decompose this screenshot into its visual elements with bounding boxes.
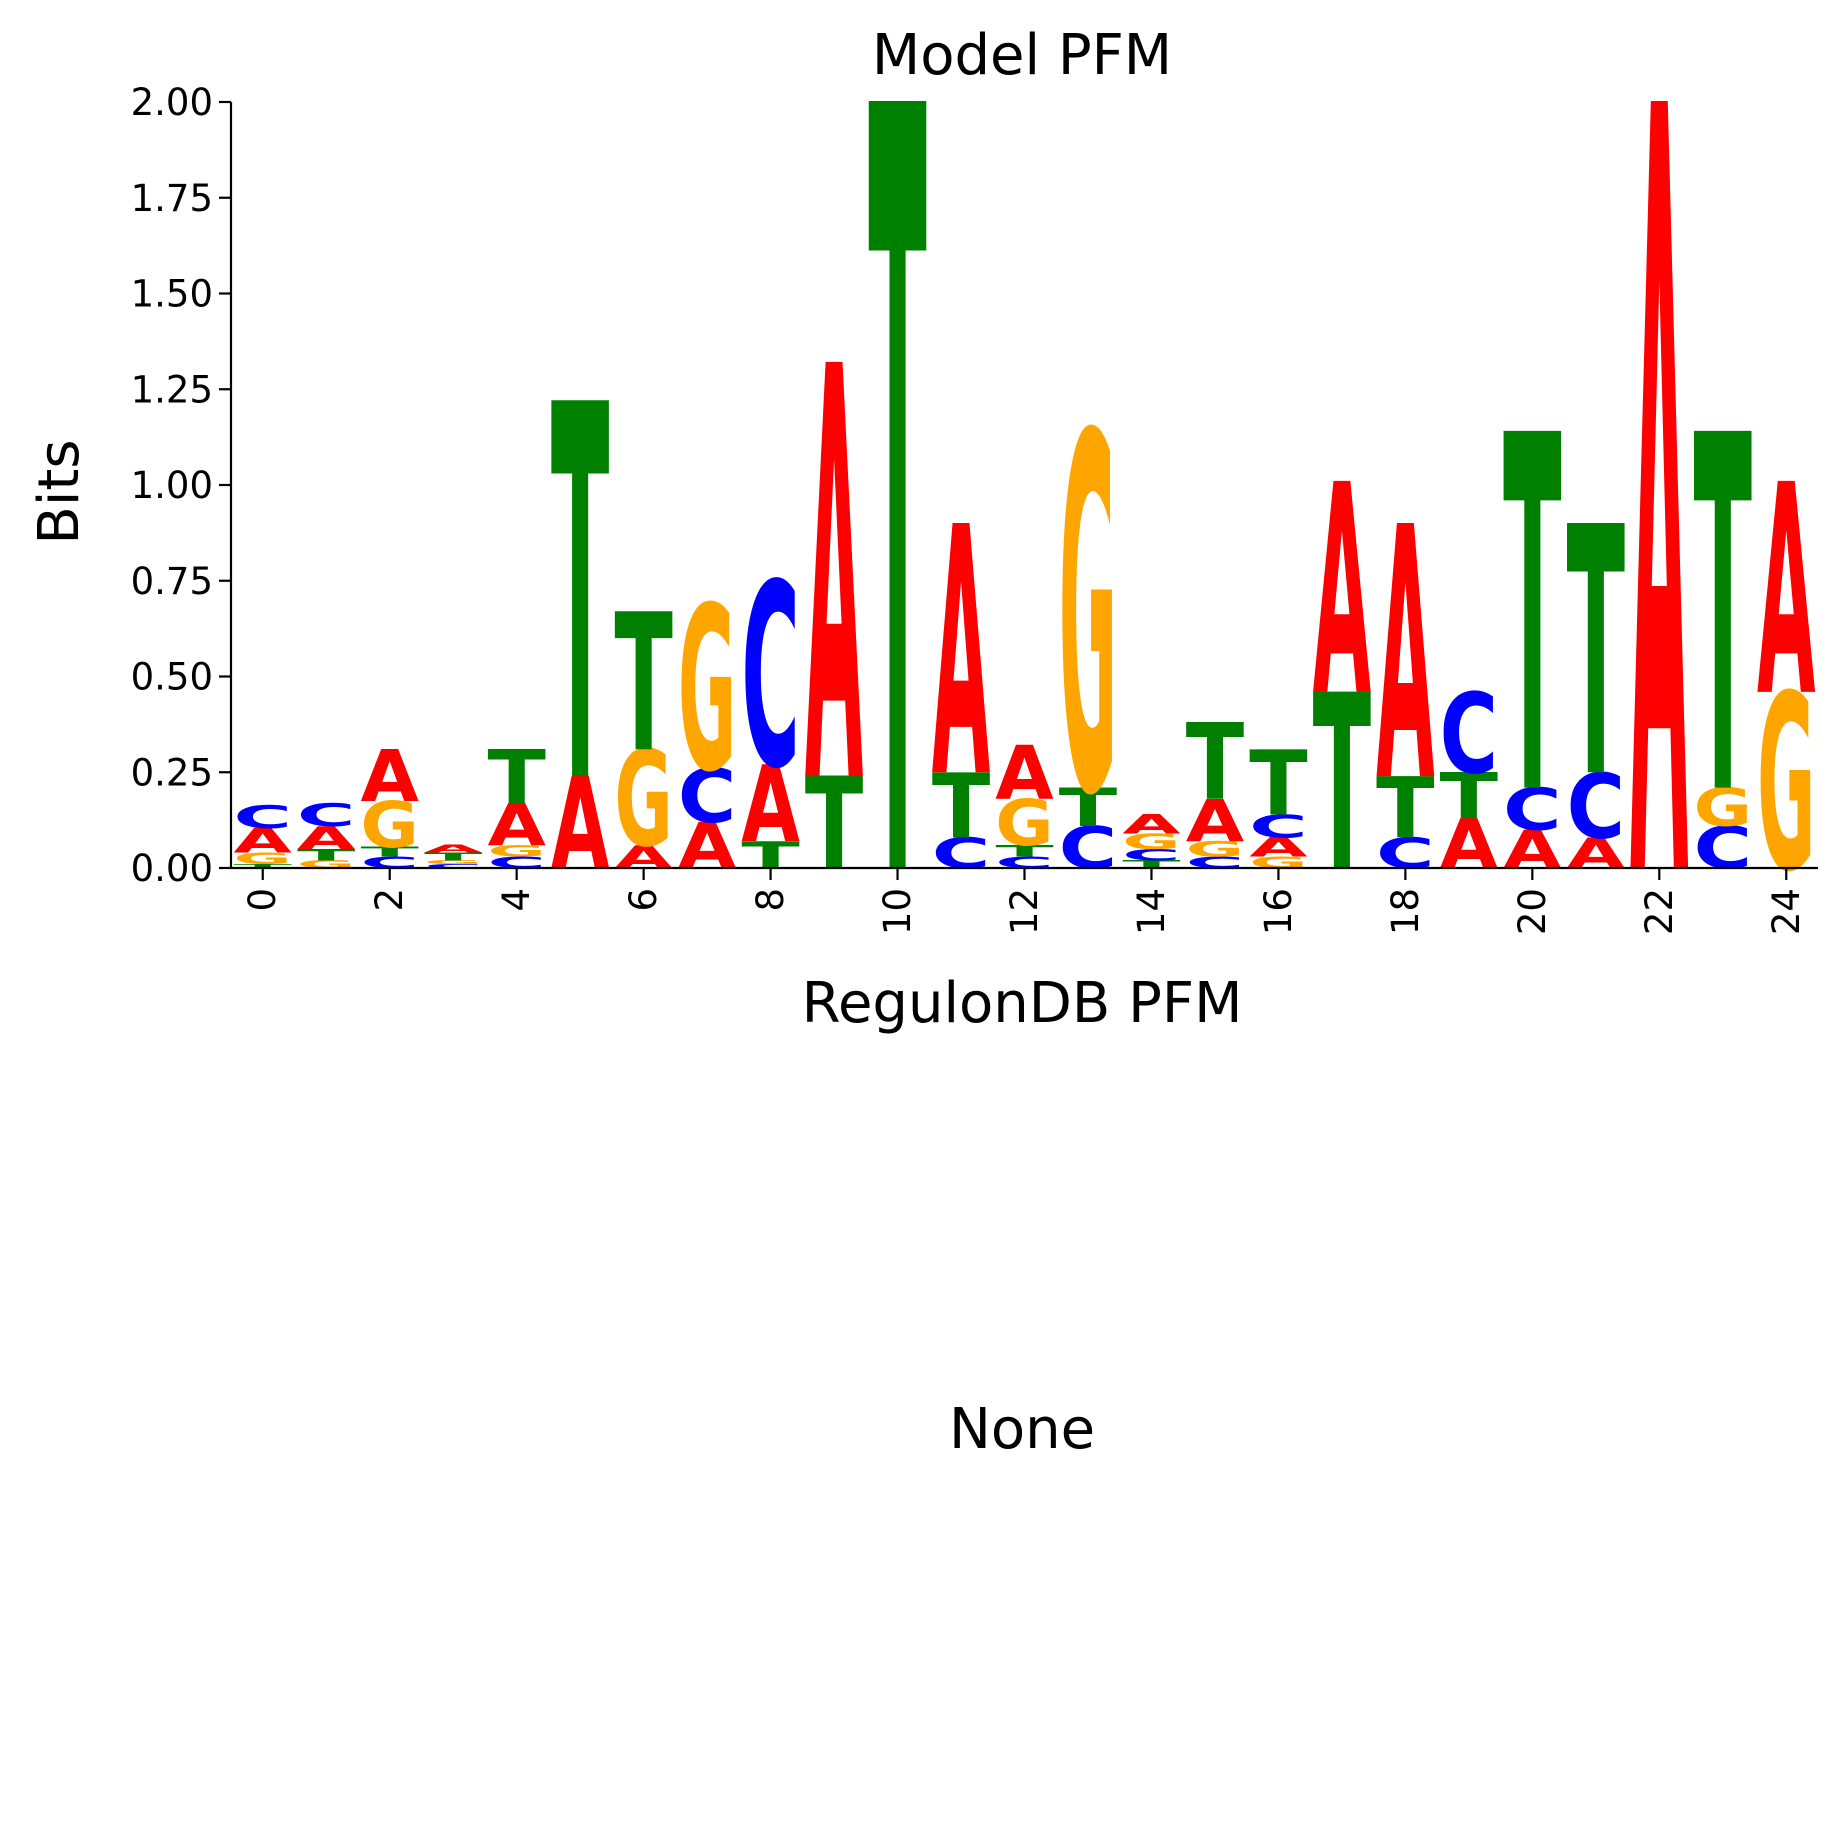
logo-letter-t: T — [424, 851, 483, 863]
logo-letter-t: T — [932, 755, 991, 859]
logo-letter-t: T — [1440, 759, 1498, 833]
logo-letter-a: A — [1630, 0, 1689, 1116]
logo-letter-c: C — [741, 531, 799, 825]
x-tick-label: 4 — [495, 888, 538, 912]
x-tick-label: 6 — [622, 888, 665, 912]
logo-letter-g: G — [361, 789, 419, 862]
logo-letter-c: C — [1122, 846, 1180, 864]
logo-letter-t: T — [1376, 760, 1434, 858]
axes: 0.000.250.500.751.001.251.501.752.000 2 4 6… — [131, 81, 1818, 935]
logo-letter-g: G — [487, 842, 545, 860]
logo-letter-a: A — [1376, 455, 1434, 859]
x-tick-label: 8 — [749, 888, 792, 912]
logo-letter-a: A — [1186, 788, 1244, 855]
logo-letter-a: A — [1567, 829, 1625, 878]
logo-letter-t: T — [995, 842, 1053, 860]
y-axis-label: Bits — [27, 439, 92, 544]
logo-letter-t: T — [487, 735, 546, 821]
logo-letter-t: T — [868, 0, 927, 1117]
x-tick-label: 10 — [876, 888, 919, 935]
y-tick-label: 1.75 — [131, 177, 213, 220]
logo-letter-a: A — [1313, 424, 1371, 761]
logo-letter-t: T — [360, 844, 419, 859]
logo-letter-a: A — [1122, 810, 1181, 840]
bottom-panel-label: None — [949, 1397, 1095, 1462]
logo-letter-a: A — [932, 456, 990, 854]
logo-letter-a: A — [361, 736, 420, 818]
logo-letter-a: A — [1249, 833, 1308, 863]
logo-letter-c: C — [424, 863, 482, 869]
x-axis-label: RegulonDB PFM — [802, 971, 1243, 1036]
logo-letter-t: T — [234, 863, 293, 869]
logo-letter-g: G — [234, 850, 292, 868]
logo-letter-g: G — [1122, 830, 1180, 854]
x-tick-label: 14 — [1130, 888, 1173, 935]
logo-letter-a: A — [551, 750, 609, 898]
logo-letter-c: C — [1249, 809, 1307, 846]
y-tick-label: 0.50 — [131, 656, 213, 699]
logo-letter-t: T — [805, 752, 863, 898]
logo-letter-c: C — [678, 755, 736, 840]
x-tick-label: 18 — [1384, 888, 1427, 935]
y-tick-label: 2.00 — [131, 81, 213, 124]
logo-letter-g: G — [1059, 334, 1117, 904]
logo-letter-a: A — [297, 819, 356, 856]
logo-letter-t: T — [1567, 455, 1625, 853]
y-tick-label: 0.25 — [131, 751, 213, 794]
y-tick-label: 1.00 — [131, 464, 213, 507]
logo-letter-t: T — [1503, 333, 1562, 903]
logo-letter-c: C — [1440, 670, 1498, 799]
x-tick-label: 0 — [241, 888, 284, 912]
logo-letter-g: G — [1186, 837, 1244, 861]
logo-letter-c: C — [1059, 815, 1117, 882]
logo-letter-t: T — [1059, 777, 1118, 838]
logo-letter-c: C — [1694, 815, 1752, 882]
y-tick-label: 1.25 — [131, 368, 213, 411]
y-tick-label: 1.50 — [131, 273, 213, 316]
logo-letter-t: T — [614, 574, 672, 794]
logo-letter-t: T — [297, 846, 355, 864]
logo-letter-c: C — [1503, 776, 1561, 843]
logo-letter-a: A — [805, 249, 864, 911]
x-tick-label: 20 — [1511, 888, 1554, 935]
logo-letter-g: G — [678, 558, 736, 822]
logo-letter-t: T — [1694, 333, 1753, 903]
logo-letter-c: C — [297, 797, 355, 834]
x-tick-label: 22 — [1638, 888, 1681, 935]
logo-letter-a: A — [424, 843, 483, 855]
x-tick-label: 16 — [1257, 888, 1300, 935]
logo-letter-a: A — [1757, 424, 1815, 761]
logo-letter-a: A — [995, 731, 1054, 817]
logo-letter-c: C — [234, 799, 292, 836]
logo-letter-t: T — [1186, 701, 1244, 824]
logo-letter-t: T — [1249, 732, 1308, 836]
logo-letter-c: C — [1567, 754, 1625, 859]
logo-letter-c: C — [932, 830, 990, 879]
y-tick-label: 0.75 — [131, 560, 213, 603]
logo-letter-t: T — [551, 299, 610, 899]
logo-letter-a: A — [234, 821, 293, 861]
logo-letter-g: G — [995, 787, 1053, 860]
logo-letter-t: T — [1313, 644, 1371, 925]
logo-letter-a: A — [487, 792, 545, 859]
y-tick-label: 0.00 — [131, 847, 213, 890]
chart-title: Model PFM — [872, 23, 1172, 88]
x-tick-label: 12 — [1003, 888, 1046, 935]
logo-letter-g: G — [424, 859, 482, 865]
logo-letter-a: A — [678, 810, 737, 884]
logo-letter-a: A — [1440, 804, 1499, 884]
logo-letter-g: G — [614, 723, 672, 876]
x-tick-label: 24 — [1765, 888, 1808, 935]
logo-letter-g: G — [1694, 777, 1752, 838]
x-tick-label: 2 — [368, 888, 411, 912]
logo-letter-a: A — [741, 744, 800, 867]
